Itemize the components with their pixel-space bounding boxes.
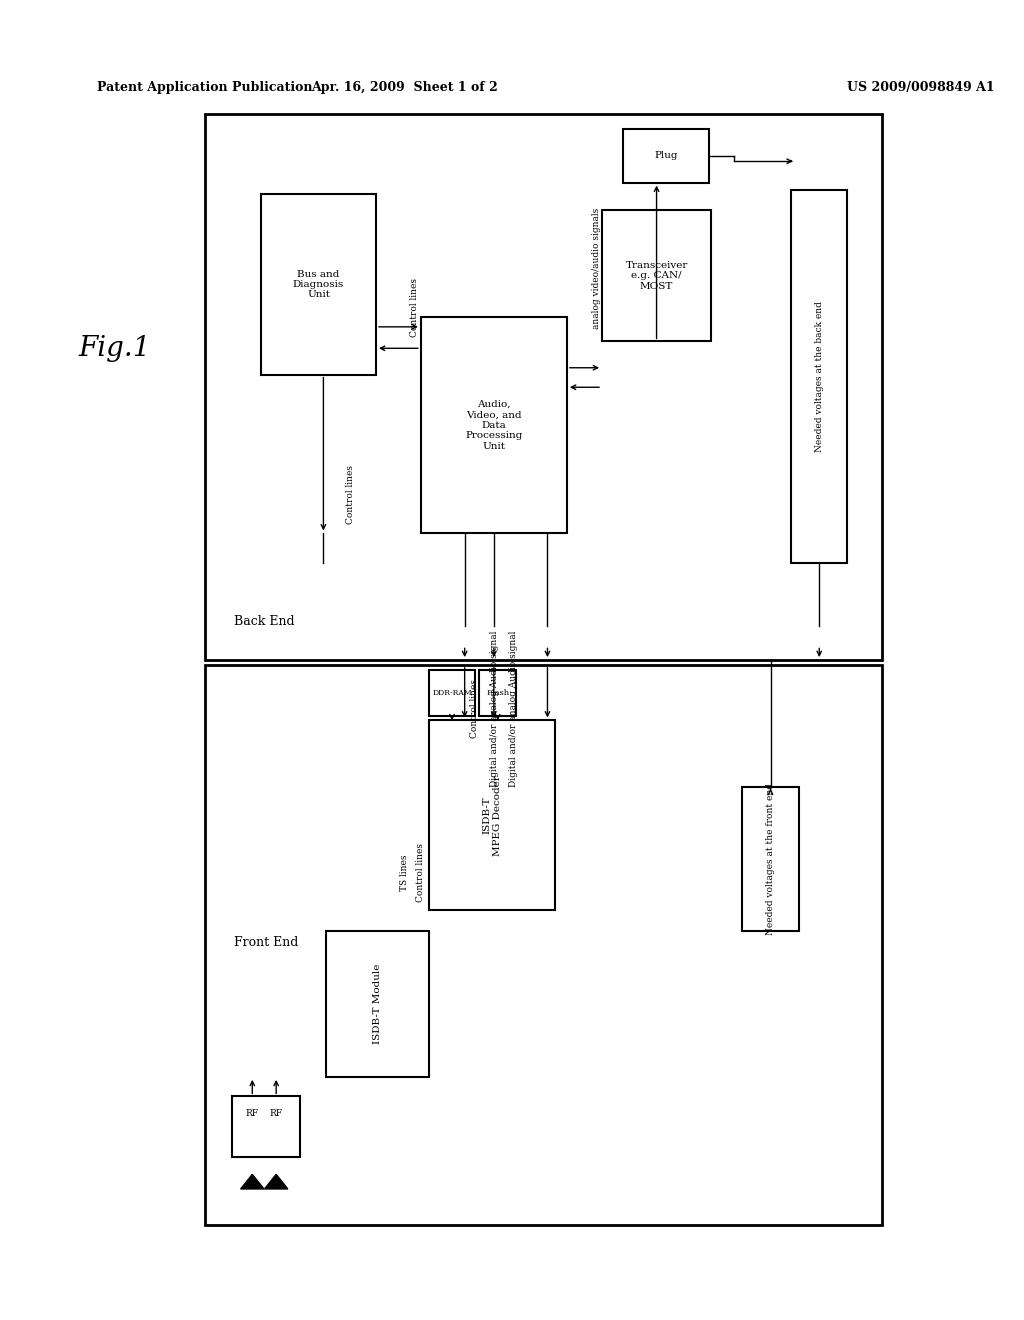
Text: US 2009/0098849 A1: US 2009/0098849 A1 [848,81,995,94]
Text: RF: RF [246,1109,259,1118]
Text: RF: RF [269,1109,283,1118]
Text: Front End: Front End [233,936,298,949]
Text: Needed voltages at the front end: Needed voltages at the front end [766,783,775,935]
Bar [602,210,711,342]
Text: Plug: Plug [654,152,678,161]
Text: Flash: Flash [486,689,509,697]
Bar [479,669,516,717]
Text: ISDB-T Module: ISDB-T Module [373,964,382,1044]
Polygon shape [241,1175,264,1189]
Bar [429,721,555,911]
Bar [205,115,882,660]
Text: DDR-RAM: DDR-RAM [432,689,472,697]
Bar [205,665,882,1225]
Bar [261,194,376,375]
Text: Apr. 16, 2009  Sheet 1 of 2: Apr. 16, 2009 Sheet 1 of 2 [311,81,498,94]
Text: Bus and
Diagnosis
Unit: Bus and Diagnosis Unit [293,269,344,300]
Bar [231,1097,300,1156]
Text: Back End: Back End [233,615,295,627]
Bar [742,787,799,931]
Text: Digital and/or analog Audio signal: Digital and/or analog Audio signal [509,631,518,787]
Text: TS lines: TS lines [399,854,409,891]
Bar [421,317,567,533]
Bar [791,190,848,562]
Text: Patent Application Publication: Patent Application Publication [97,81,313,94]
Text: Control lines: Control lines [346,465,355,524]
Text: Transceiver
e.g. CAN/
MOST: Transceiver e.g. CAN/ MOST [626,261,688,290]
Polygon shape [264,1175,288,1189]
Text: ISDB-T
MPEG Decoder: ISDB-T MPEG Decoder [482,775,502,855]
Text: Control lines: Control lines [470,680,479,738]
Text: Digital and/or analog Audio signal: Digital and/or analog Audio signal [490,631,500,787]
Text: analog video/audio signals: analog video/audio signals [592,207,601,329]
Text: Needed voltages at the back end: Needed voltages at the back end [815,301,823,451]
Text: Audio,
Video, and
Data
Processing
Unit: Audio, Video, and Data Processing Unit [465,400,522,450]
Text: Control lines: Control lines [410,279,419,337]
Bar [429,669,475,717]
Text: Fig.1: Fig.1 [79,335,152,362]
Text: Control lines: Control lines [417,843,425,902]
Bar [327,931,429,1077]
Bar [624,129,710,182]
